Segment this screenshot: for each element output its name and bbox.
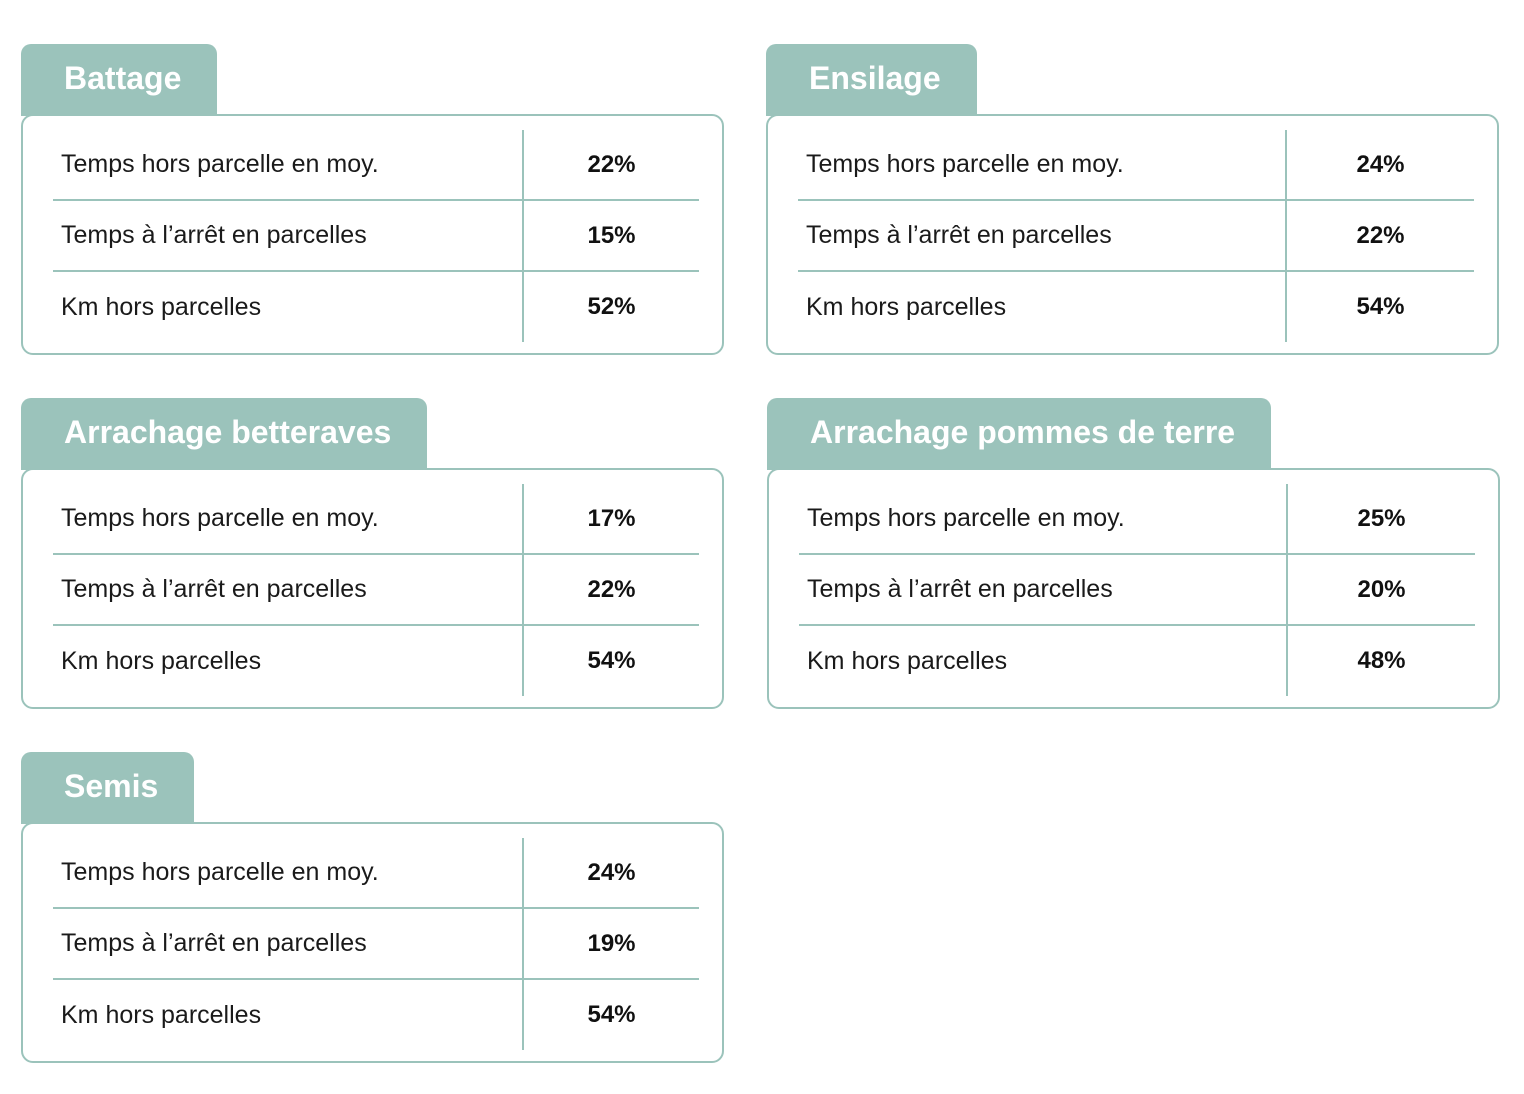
table-row: Temps à l’arrêt en parcelles 19%: [53, 909, 699, 980]
metrics-table: Temps hors parcelle en moy. 22% Temps à …: [21, 114, 724, 355]
metric-value: 19%: [587, 929, 636, 957]
metric-value: 17%: [587, 504, 636, 532]
column-divider: [522, 909, 524, 978]
metric-label: Temps hors parcelle en moy.: [61, 504, 379, 532]
column-divider: [1286, 555, 1288, 624]
table-row: Km hors parcelles 54%: [53, 626, 699, 696]
metric-label: Temps hors parcelle en moy.: [807, 504, 1125, 532]
table-row: Km hors parcelles 54%: [798, 272, 1474, 342]
metric-label: Temps à l’arrêt en parcelles: [61, 221, 367, 249]
metric-label: Km hors parcelles: [806, 292, 1007, 321]
metric-value: 54%: [1356, 293, 1405, 320]
metric-value: 48%: [1357, 647, 1406, 674]
column-divider: [522, 272, 524, 342]
metric-value: 24%: [587, 858, 636, 886]
column-divider: [1285, 272, 1287, 342]
column-divider: [522, 626, 524, 696]
column-divider: [1285, 201, 1287, 270]
table-row: Km hors parcelles 52%: [53, 272, 699, 342]
table-row: Temps à l’arrêt en parcelles 22%: [798, 201, 1474, 272]
table-row: Km hors parcelles 48%: [799, 626, 1475, 696]
card-title: Battage: [21, 44, 218, 116]
metric-label: Temps hors parcelle en moy.: [61, 858, 379, 886]
metric-label: Km hors parcelles: [807, 646, 1008, 675]
metric-value: 20%: [1357, 575, 1406, 603]
metric-value: 54%: [587, 647, 636, 674]
card-title: Ensilage: [766, 44, 977, 116]
metrics-table: Temps hors parcelle en moy. 24% Temps à …: [766, 114, 1499, 355]
metric-value: 22%: [587, 150, 636, 178]
metric-label: Temps hors parcelle en moy.: [61, 150, 379, 178]
column-divider: [522, 838, 524, 907]
card-title: Semis: [21, 752, 195, 824]
table-row: Temps hors parcelle en moy. 24%: [53, 838, 699, 909]
metric-value: 52%: [587, 293, 636, 320]
metric-label: Km hors parcelles: [61, 1000, 262, 1029]
metric-label: Temps à l’arrêt en parcelles: [807, 575, 1113, 603]
table-row: Temps à l’arrêt en parcelles 22%: [53, 555, 699, 626]
metric-value: 15%: [587, 221, 636, 249]
column-divider: [522, 201, 524, 270]
metric-value: 54%: [587, 1001, 636, 1028]
metrics-table: Temps hors parcelle en moy. 24% Temps à …: [21, 822, 724, 1063]
metric-label: Temps hors parcelle en moy.: [806, 150, 1124, 178]
metric-label: Km hors parcelles: [61, 292, 262, 321]
metric-value: 22%: [1356, 221, 1405, 249]
column-divider: [522, 555, 524, 624]
card-title: Arrachage betteraves: [21, 398, 428, 470]
metric-value: 24%: [1356, 150, 1405, 178]
column-divider: [1286, 626, 1288, 696]
table-row: Km hors parcelles 54%: [53, 980, 699, 1050]
table-row: Temps à l’arrêt en parcelles 15%: [53, 201, 699, 272]
metric-label: Temps à l’arrêt en parcelles: [806, 221, 1112, 249]
column-divider: [1285, 130, 1287, 199]
metrics-table: Temps hors parcelle en moy. 17% Temps à …: [21, 468, 724, 709]
metric-label: Km hors parcelles: [61, 646, 262, 675]
metric-value: 25%: [1357, 504, 1406, 532]
metrics-table: Temps hors parcelle en moy. 25% Temps à …: [767, 468, 1500, 709]
column-divider: [1286, 484, 1288, 553]
table-row: Temps hors parcelle en moy. 22%: [53, 130, 699, 201]
table-row: Temps hors parcelle en moy. 17%: [53, 484, 699, 555]
card-title: Arrachage pommes de terre: [767, 398, 1272, 470]
table-row: Temps à l’arrêt en parcelles 20%: [799, 555, 1475, 626]
column-divider: [522, 980, 524, 1050]
column-divider: [522, 484, 524, 553]
metric-label: Temps à l’arrêt en parcelles: [61, 929, 367, 957]
column-divider: [522, 130, 524, 199]
table-row: Temps hors parcelle en moy. 25%: [799, 484, 1475, 555]
metric-value: 22%: [587, 575, 636, 603]
metric-label: Temps à l’arrêt en parcelles: [61, 575, 367, 603]
table-row: Temps hors parcelle en moy. 24%: [798, 130, 1474, 201]
